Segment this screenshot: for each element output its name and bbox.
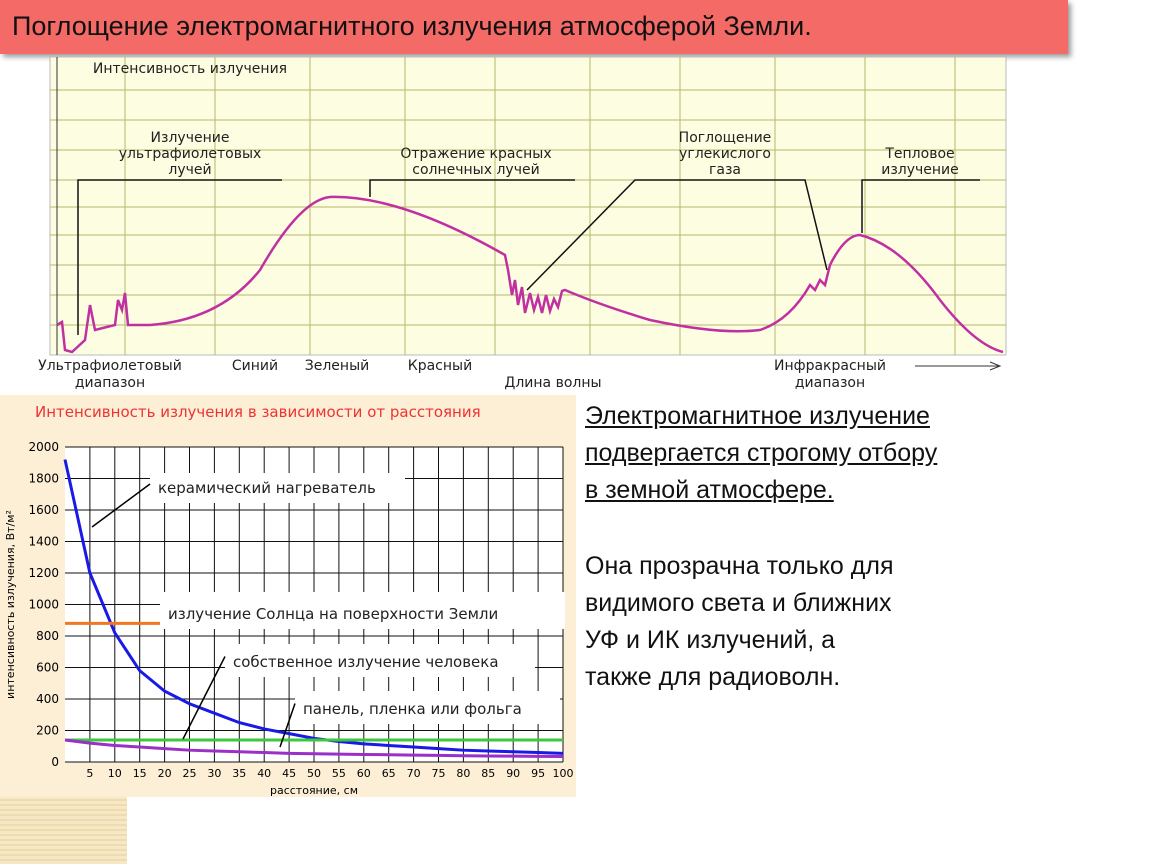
x-tick-label: 65 xyxy=(382,767,396,780)
x-tick-label: 80 xyxy=(456,767,470,780)
x-tick-label: 90 xyxy=(506,767,520,780)
x-tick-label: 60 xyxy=(357,767,371,780)
annotation-arrow xyxy=(182,656,226,740)
annotation: Поглощение xyxy=(679,130,772,146)
y-tick-label: 800 xyxy=(36,629,59,643)
x-tick-label: 100 xyxy=(553,767,574,780)
legend-label: собственное излучение человека xyxy=(233,653,499,671)
x-tick-label: 55 xyxy=(332,767,346,780)
label-box xyxy=(295,691,560,724)
annotation: углекислого xyxy=(679,146,771,162)
series-line xyxy=(63,459,564,755)
x-label: диапазон xyxy=(795,375,865,391)
title-bar: Поглощение электромагнитного излучения а… xyxy=(0,0,1068,54)
annotation: излучение xyxy=(881,162,959,178)
y-axis-label: Интенсивность излучения xyxy=(93,61,287,77)
legend-label: панель, пленка или фольга xyxy=(303,700,522,718)
x-tick-label: 95 xyxy=(531,767,545,780)
x-label: Ультрафиолетовый xyxy=(38,358,182,374)
text-line: видимого света и ближних xyxy=(585,589,892,617)
y-tick-label: 400 xyxy=(36,692,59,706)
y-tick-label: 1200 xyxy=(28,566,59,580)
text-line: также для радиоволн. xyxy=(585,663,841,691)
x-label: Синий xyxy=(232,358,278,374)
text-line: подвергается строгому отбору xyxy=(585,439,938,467)
y-axis-label: интенсивность излучения, Вт/м² xyxy=(4,510,17,699)
paragraph-1: Электромагнитное излучение подвергается … xyxy=(585,398,937,509)
spectrum-curve xyxy=(56,195,1004,354)
x-axis-arrow xyxy=(915,361,1002,371)
label-box xyxy=(225,644,535,677)
legend-label: керамический нагреватель xyxy=(158,479,376,497)
annotation-lines xyxy=(77,179,980,335)
x-tick-label: 20 xyxy=(158,767,172,780)
x-tick-label: 40 xyxy=(257,767,271,780)
label-box xyxy=(150,473,405,503)
x-axis-label: Длина волны xyxy=(504,375,601,391)
x-label: диапазон xyxy=(75,375,145,391)
y-tick-label: 1600 xyxy=(28,503,59,517)
paragraph-2: Она прозрачна только для видимого света … xyxy=(585,548,893,696)
annotation: Отражение красных xyxy=(400,146,551,162)
x-tick-label: 85 xyxy=(481,767,495,780)
y-tick-label: 2000 xyxy=(28,440,59,454)
legend-label: излучение Солнца на поверхности Земли xyxy=(168,605,498,623)
annotation-arrow xyxy=(91,483,151,528)
label-box xyxy=(160,592,565,629)
y-tick-label: 1400 xyxy=(28,535,59,549)
x-tick-label: 45 xyxy=(282,767,296,780)
text-line: Она прозрачна только для xyxy=(585,552,894,580)
series-line xyxy=(64,738,564,758)
x-label: Инфракрасный xyxy=(774,358,886,374)
annotation-arrow xyxy=(279,703,296,748)
x-tick-label: 15 xyxy=(133,767,147,780)
x-tick-label: 70 xyxy=(407,767,421,780)
text-line: в земной атмосфере. xyxy=(585,476,834,504)
chart-title: Интенсивность излучения в зависимости от… xyxy=(35,403,481,421)
annotation: лучей xyxy=(168,162,211,178)
y-tick-label: 200 xyxy=(36,724,59,738)
annotation: газа xyxy=(709,162,741,178)
x-axis-label: расстояние, см xyxy=(270,784,358,797)
y-tick-label: 600 xyxy=(36,661,59,675)
annotation: солнечных лучей xyxy=(412,162,539,178)
annotation: Тепловое xyxy=(884,146,954,162)
x-tick-label: 35 xyxy=(232,767,246,780)
distance-chart: Интенсивность излучения в зависимости от… xyxy=(0,395,576,797)
text-line: УФ и ИК излучений, а xyxy=(585,626,836,654)
annotation: ультрафиолетовых xyxy=(119,146,262,162)
x-tick-label: 10 xyxy=(108,767,122,780)
y-tick-label: 0 xyxy=(51,755,59,769)
annotation: Излучение xyxy=(151,130,230,146)
spectrum-diagram: Интенсивность излучения Излучение ультра… xyxy=(38,56,1007,391)
y-tick-label: 1000 xyxy=(28,598,59,612)
x-tick-label: 30 xyxy=(207,767,221,780)
slide-title: Поглощение электромагнитного излучения а… xyxy=(12,11,812,41)
text-line: Электромагнитное излучение xyxy=(585,402,930,430)
y-tick-label: 1800 xyxy=(28,472,59,486)
x-label: Зеленый xyxy=(305,358,369,374)
x-tick-label: 5 xyxy=(86,767,93,780)
x-tick-label: 75 xyxy=(432,767,446,780)
x-tick-label: 25 xyxy=(183,767,197,780)
x-label: Красный xyxy=(408,358,472,374)
x-tick-label: 50 xyxy=(307,767,321,780)
